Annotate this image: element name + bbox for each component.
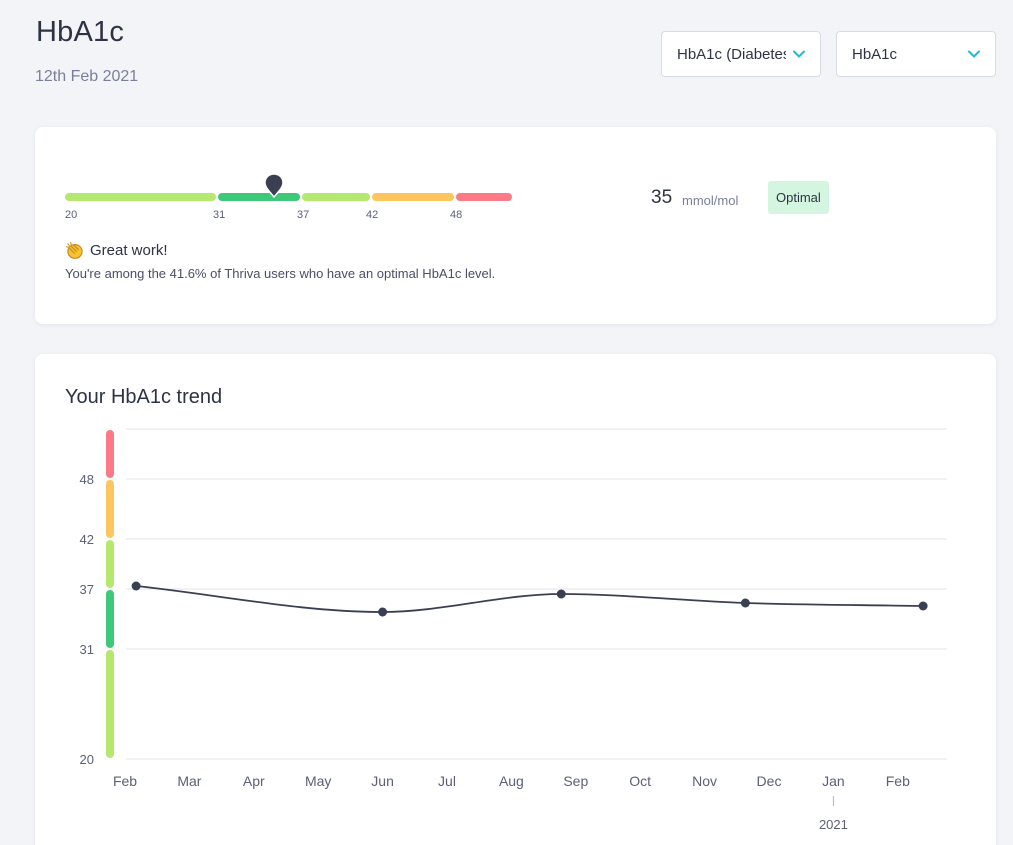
y-tick-label: 37 [80,582,94,597]
trend-title: Your HbA1c trend [65,386,223,408]
range-band [456,193,512,201]
x-tick-label: Sep [563,773,588,789]
x-tick-label: Jan [822,773,845,789]
data-point [131,581,141,591]
range-tick-label: 42 [366,209,379,221]
data-point [918,601,928,611]
result-date: 12th Feb 2021 [35,68,139,85]
trend-card [35,354,996,845]
x-tick-label: Dec [757,773,782,789]
x-tick-label: Jun [371,773,394,789]
x-tick-label: Apr [243,773,265,789]
biomarker-select-value: HbA1c [852,45,898,63]
marker-select[interactable]: HbA1c (Diabetes) [661,31,821,77]
data-point [378,607,388,617]
range-band-segment [106,430,114,478]
y-tick-label: 48 [80,472,94,487]
trend-line [136,585,924,613]
biomarker-select[interactable]: HbA1c [836,31,996,77]
x-tick-label: Feb [113,773,137,789]
range-band-segment [106,540,114,588]
value-marker-pin-icon [264,173,284,199]
range-band [218,193,300,201]
x-tick-label: Oct [629,773,651,789]
x-tick-label: Mar [177,773,201,789]
marker-select-value: HbA1c (Diabetes) [677,45,786,63]
data-point [556,589,566,599]
range-band [372,193,454,201]
data-point [740,598,750,608]
page-title: HbA1c [36,16,125,48]
message-body: You're among the 41.6% of Thriva users w… [65,266,496,281]
y-tick-label: 42 [80,532,94,547]
range-band [302,193,370,201]
range-band-segment [106,590,114,648]
result-unit: mmol/mol [682,193,739,208]
x-tick-label: Nov [692,773,717,789]
chevron-down-icon [793,50,805,58]
x-tick-label: Jul [438,773,456,789]
range-band [65,193,216,201]
x-tick-label: Aug [499,773,524,789]
range-tick-label: 20 [65,209,78,221]
y-tick-label: 31 [80,642,94,657]
status-badge: Optimal [768,181,829,214]
y-tick-label: 20 [80,752,94,767]
result-card [35,127,996,324]
x-tick-label: Feb [886,773,910,789]
range-band-segment [106,650,114,758]
range-tick-label: 37 [297,209,310,221]
range-tick-label: 31 [213,209,226,221]
result-value: 35 [651,187,673,208]
message-heading: Great work! [65,241,168,260]
range-band-segment [106,480,114,538]
clapping-hands-icon [65,241,83,259]
range-tick-label: 48 [450,209,463,221]
message-title: Great work! [90,242,168,259]
year-label: 2021 [819,817,848,832]
x-tick-label: May [305,773,331,789]
chevron-down-icon [968,50,980,58]
